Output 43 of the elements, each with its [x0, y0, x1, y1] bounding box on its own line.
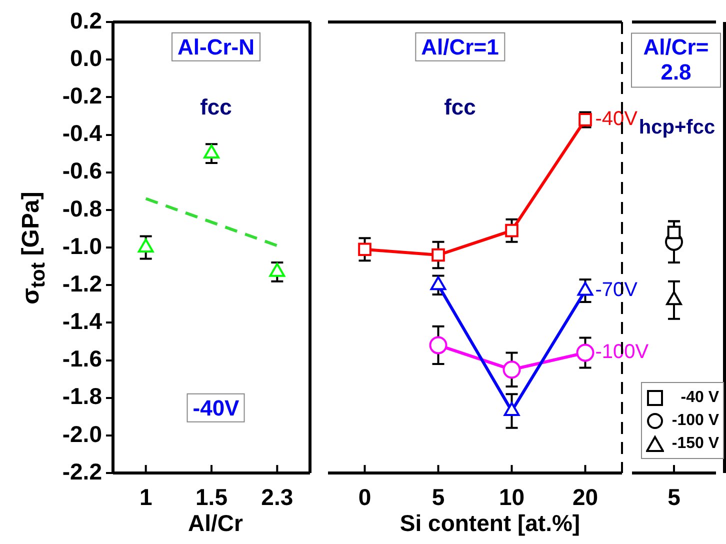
annotation: Al/Cr= 2.8 [631, 32, 721, 88]
point [505, 224, 518, 238]
x-tick-label: 1.5 [196, 484, 228, 510]
y-tick-label: -0.6 [62, 158, 102, 184]
x-tick-label: 10 [498, 484, 525, 510]
y-tick-label: -0.4 [62, 120, 102, 146]
point [502, 360, 521, 379]
annotation: fcc [200, 94, 232, 120]
point [204, 144, 220, 159]
point [576, 344, 594, 362]
point [138, 238, 154, 252]
x-tick-label: 20 [572, 484, 598, 510]
annotation: Al-Cr-N [172, 32, 260, 62]
series-label: -40V [595, 108, 638, 130]
y-tick-label: -1.0 [62, 232, 102, 259]
legend-label: -100 V [672, 412, 719, 430]
y-tick-label: -1.8 [62, 383, 102, 410]
point [269, 262, 286, 277]
y-tick-label: -0.2 [62, 82, 102, 109]
y-tick-label: 0.2 [70, 7, 102, 34]
y-tick-label: -2.2 [62, 458, 102, 484]
x-tick-label: 2.3 [261, 484, 294, 510]
annotation: -40V [186, 393, 246, 423]
x-tick-label: 5 [668, 484, 681, 510]
annotation: fcc [444, 94, 476, 120]
annotation: hcp+fcc [638, 116, 716, 140]
point [429, 336, 448, 354]
y-tick-label: 0.0 [70, 44, 102, 71]
y-tick-label: -1.4 [62, 308, 102, 334]
annotation: Al/Cr=1 [415, 32, 505, 62]
x-tick-label: 0 [358, 484, 372, 510]
x-tick-label: 1 [139, 484, 152, 510]
legend-label: -150 V [672, 434, 719, 452]
y-tick-label: -1.6 [62, 346, 102, 372]
point [432, 248, 445, 262]
x-axis-title: Al/Cr [188, 510, 243, 537]
y-tick-label: -0.8 [62, 195, 102, 222]
point [358, 242, 372, 256]
legend-label: -40 V [680, 388, 719, 406]
y-tick-label: -1.2 [62, 270, 102, 296]
x-tick-label: 5 [432, 484, 445, 510]
x-axis-title: Si content [at.%] [400, 510, 580, 537]
y-tick-label: -2.0 [62, 420, 102, 447]
